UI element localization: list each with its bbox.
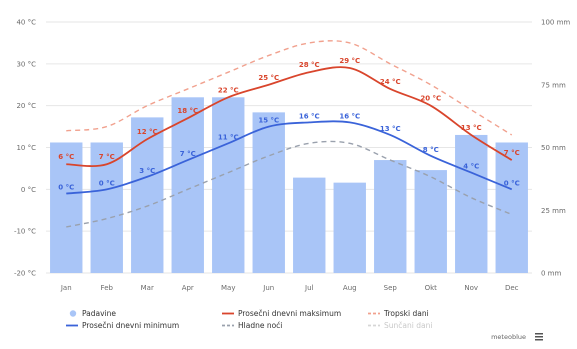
precipitation-bar bbox=[455, 134, 488, 273]
data-label: 3 °C bbox=[139, 167, 155, 175]
data-label: 22 °C bbox=[218, 86, 239, 94]
y-axis-right: 0 mm 25 mm 50 mm 75 mm 100 mm bbox=[541, 19, 570, 278]
data-label: 24 °C bbox=[380, 78, 401, 86]
data-label: 16 °C bbox=[339, 112, 360, 120]
temperature-lines bbox=[66, 40, 513, 228]
precipitation-bar bbox=[374, 160, 407, 273]
x-tick-label: Feb bbox=[101, 284, 114, 292]
precipitation-bar bbox=[333, 182, 366, 273]
y-left-tick-label: 10 °C bbox=[16, 144, 36, 152]
precipitation-bar bbox=[414, 170, 447, 273]
y-left-tick-label: -20 °C bbox=[14, 270, 36, 278]
y-axis-left: -20 °C -10 °C 0 °C 10 °C 20 °C 30 °C 40 °C bbox=[14, 19, 36, 278]
x-tick-label: Jun bbox=[262, 284, 274, 292]
x-tick-label: Jan bbox=[60, 284, 72, 292]
y-right-tick-label: 100 mm bbox=[541, 19, 570, 27]
data-label: 13 °C bbox=[461, 124, 482, 132]
data-label: 0 °C bbox=[99, 179, 115, 187]
x-tick-label: Jul bbox=[304, 284, 314, 292]
x-tick-label: Aug bbox=[343, 284, 357, 292]
precipitation-bar bbox=[90, 142, 123, 273]
precipitation-bar bbox=[212, 97, 245, 273]
data-label: 28 °C bbox=[299, 61, 320, 69]
data-labels: 6 °C 7 °C 12 °C 18 °C 22 °C 25 °C 28 °C 29 °C 24… bbox=[58, 57, 520, 192]
x-tick-label: Mar bbox=[141, 284, 154, 292]
x-tick-label: May bbox=[221, 284, 235, 292]
x-axis: Jan Feb Mar Apr May Jun Jul Aug Sep Okt Nov Dec bbox=[60, 284, 519, 292]
data-label: 25 °C bbox=[258, 74, 279, 82]
y-right-tick-label: 0 mm bbox=[541, 270, 561, 278]
y-right-tick-label: 25 mm bbox=[541, 207, 566, 215]
hamburger-menu-icon[interactable] bbox=[535, 333, 543, 341]
legend: Padavine Prosečni dnevni maksimum Tropski … bbox=[66, 309, 432, 330]
data-label: 7 °C bbox=[180, 150, 196, 158]
temperature-series-line bbox=[66, 120, 513, 195]
data-label: 0 °C bbox=[504, 179, 520, 187]
x-tick-label: Apr bbox=[182, 284, 194, 292]
legend-dot-icon bbox=[69, 310, 77, 317]
x-tick-label: Sep bbox=[384, 284, 398, 292]
y-left-tick-label: -10 °C bbox=[14, 228, 36, 236]
y-right-tick-label: 75 mm bbox=[541, 81, 566, 89]
legend-label: Hladne noći bbox=[238, 321, 282, 330]
data-label: 13 °C bbox=[380, 125, 401, 133]
precipitation-bar bbox=[495, 142, 528, 273]
precipitation-bar bbox=[293, 177, 326, 273]
data-label: 18 °C bbox=[177, 107, 198, 115]
data-label: 8 °C bbox=[423, 146, 439, 154]
legend-label: Sunčani dani bbox=[384, 321, 432, 330]
data-label: 15 °C bbox=[258, 117, 279, 125]
x-tick-label: Dec bbox=[505, 284, 519, 292]
data-label: 7 °C bbox=[99, 153, 115, 161]
y-right-tick-label: 50 mm bbox=[541, 144, 566, 152]
data-label: 16 °C bbox=[299, 112, 320, 120]
legend-label: Prosečni dnevni maksimum bbox=[238, 309, 341, 318]
x-tick-label: Okt bbox=[425, 284, 438, 292]
data-label: 4 °C bbox=[463, 163, 479, 171]
data-label: 11 °C bbox=[218, 133, 239, 141]
dashed-series-line bbox=[66, 140, 513, 228]
y-left-tick-label: 40 °C bbox=[16, 19, 36, 27]
y-left-tick-label: 0 °C bbox=[21, 186, 36, 194]
x-tick-label: Nov bbox=[464, 284, 478, 292]
data-label: 20 °C bbox=[420, 95, 441, 103]
precipitation-bar bbox=[50, 142, 83, 273]
legend-label: Padavine bbox=[82, 309, 116, 318]
footer-credit[interactable]: meteoblue bbox=[491, 333, 526, 341]
precipitation-bar bbox=[252, 112, 285, 273]
data-label: 6 °C bbox=[58, 153, 74, 161]
legend-label: Tropski dani bbox=[383, 309, 429, 318]
precipitation-bar bbox=[131, 117, 164, 273]
data-label: 7 °C bbox=[504, 149, 520, 157]
dashed-series-line bbox=[66, 40, 513, 136]
y-left-tick-label: 30 °C bbox=[16, 60, 36, 68]
data-label: 29 °C bbox=[339, 57, 360, 65]
temperature-series-line bbox=[66, 66, 513, 167]
data-label: 12 °C bbox=[137, 128, 158, 136]
legend-label: Prosečni dnevni minimum bbox=[82, 321, 179, 330]
y-left-tick-label: 20 °C bbox=[16, 102, 36, 110]
data-label: 0 °C bbox=[58, 184, 74, 192]
grid-lines bbox=[46, 21, 532, 274]
